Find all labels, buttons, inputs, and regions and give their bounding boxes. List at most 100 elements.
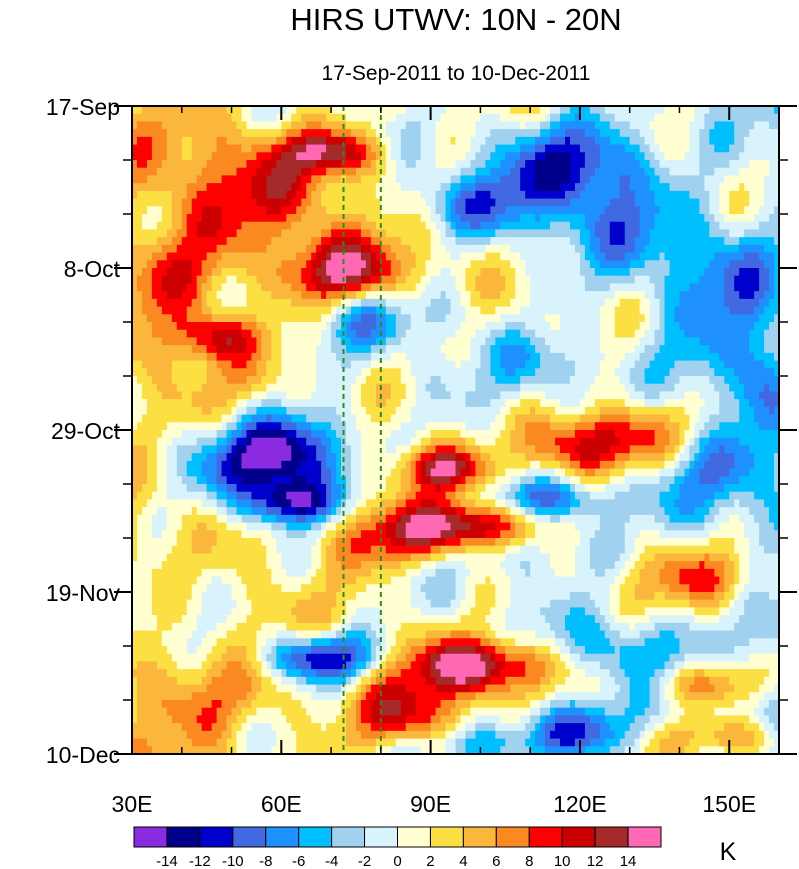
field-cell: [136, 160, 143, 169]
field-cell: [350, 221, 357, 231]
field-cell: [589, 275, 596, 285]
field-cell: [196, 121, 203, 130]
field-cell: [241, 152, 248, 161]
field-cell: [530, 144, 536, 153]
field-cell: [500, 337, 506, 346]
field-cell: [744, 368, 750, 377]
field-cell: [589, 113, 596, 123]
field-cell: [664, 113, 671, 123]
field-cell: [530, 306, 536, 315]
field-cell: [495, 260, 501, 269]
field-cell: [754, 167, 760, 177]
field-cell: [166, 391, 173, 400]
field-cell: [480, 275, 486, 285]
field-cell: [480, 252, 486, 261]
field-cell: [415, 144, 422, 153]
field-cell: [410, 298, 417, 308]
field-cell: [370, 268, 377, 277]
field-cell: [540, 260, 546, 269]
field-cell: [141, 206, 148, 215]
field-cell: [350, 106, 357, 115]
field-cell: [360, 190, 367, 200]
field-cell: [634, 368, 641, 377]
field-cell: [445, 152, 452, 161]
field-cell: [236, 144, 243, 153]
field-cell: [604, 291, 611, 300]
field-cell: [390, 352, 397, 362]
field-cell: [350, 291, 357, 300]
field-cell: [375, 306, 382, 315]
field-cell: [336, 329, 342, 339]
field-cell: [520, 260, 526, 269]
field-cell: [176, 260, 183, 269]
field-cell: [261, 260, 267, 269]
field-cell: [515, 383, 521, 393]
field-cell: [211, 175, 218, 184]
field-cell: [161, 221, 168, 231]
field-cell: [306, 221, 312, 231]
field-cell: [166, 206, 173, 215]
field-cell: [540, 314, 546, 323]
field-cell: [754, 252, 760, 261]
field-cell: [515, 160, 521, 169]
field-cell: [231, 345, 238, 354]
field-cell: [181, 129, 188, 138]
field-cell: [495, 383, 501, 393]
field-cell: [674, 129, 681, 138]
field-cell: [744, 121, 750, 130]
field-cell: [171, 198, 178, 207]
field-cell: [186, 314, 193, 323]
field-cell: [365, 260, 372, 269]
field-cell: [564, 352, 571, 362]
field-cell: [216, 322, 223, 331]
field-cell: [346, 391, 352, 400]
field-cell: [191, 167, 198, 177]
field-cell: [654, 322, 661, 331]
field-cell: [156, 198, 163, 207]
field-cell: [525, 352, 531, 362]
field-cell: [739, 391, 745, 400]
field-cell: [480, 160, 486, 169]
field-cell: [236, 252, 243, 261]
field-cell: [455, 345, 462, 354]
field-cell: [609, 322, 616, 331]
field-cell: [450, 345, 457, 354]
field-cell: [515, 221, 521, 231]
field-cell: [296, 167, 302, 177]
field-cell: [181, 337, 188, 346]
field-cell: [659, 237, 666, 246]
field-cell: [360, 298, 367, 308]
field-cell: [355, 206, 362, 215]
field-cell: [390, 252, 397, 261]
field-cell: [664, 352, 671, 362]
field-cell: [584, 152, 591, 161]
field-cell: [579, 260, 586, 269]
field-cell: [704, 244, 710, 254]
field-cell: [166, 368, 173, 377]
field-cell: [505, 237, 511, 246]
field-cell: [460, 306, 467, 315]
field-cell: [515, 391, 521, 400]
field-cell: [594, 368, 601, 377]
field-cell: [440, 183, 447, 192]
field-cell: [569, 345, 576, 354]
field-cell: [132, 337, 138, 346]
field-cell: [450, 113, 457, 123]
field-cell: [470, 129, 477, 138]
field-cell: [176, 291, 183, 300]
field-cell: [699, 306, 705, 315]
field-cell: [281, 275, 287, 285]
field-cell: [674, 198, 681, 207]
field-cell: [535, 291, 541, 300]
field-cell: [714, 391, 720, 400]
field-cell: [360, 291, 367, 300]
field-cell: [654, 167, 661, 177]
field-cell: [634, 314, 641, 323]
field-cell: [186, 368, 193, 377]
field-cell: [614, 244, 621, 254]
field-cell: [614, 260, 621, 269]
field-cell: [211, 183, 218, 192]
field-cell: [520, 152, 526, 161]
field-cell: [430, 244, 437, 254]
field-cell: [301, 283, 307, 292]
